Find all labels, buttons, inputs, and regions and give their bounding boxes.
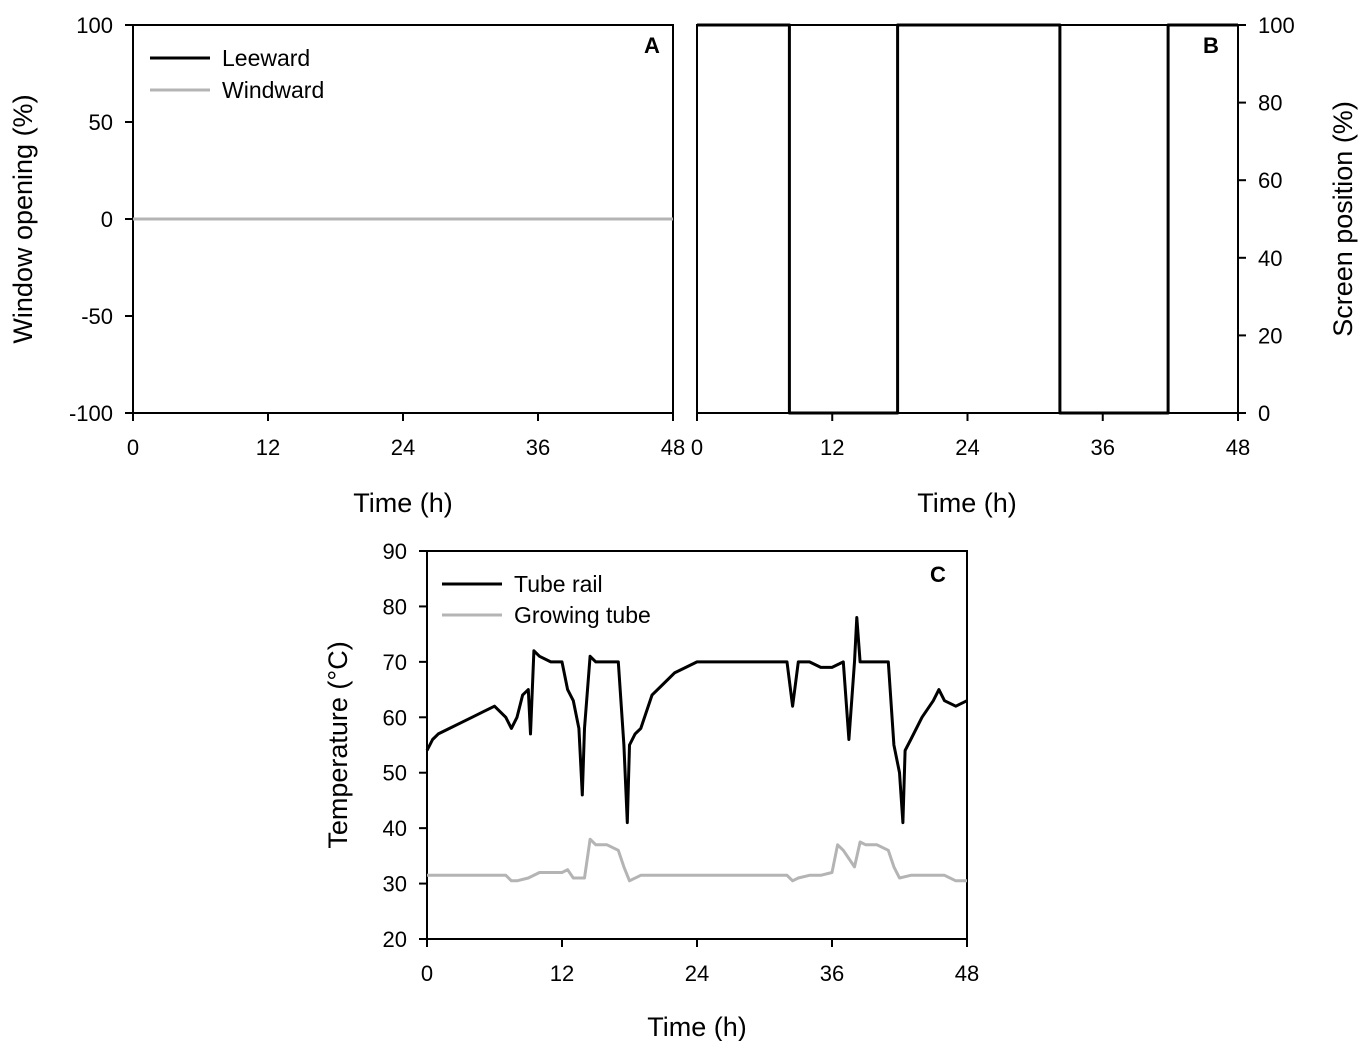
panel-a-label: A xyxy=(644,33,660,58)
y-tick-label: 40 xyxy=(383,816,407,841)
panel-c-x-axis-title: Time (h) xyxy=(647,1012,747,1041)
panel-c-series xyxy=(425,616,968,883)
series-line-tube-rail xyxy=(425,616,968,825)
x-tick-label: 24 xyxy=(391,435,415,460)
panel-c-y-axis-title: Temperature (°C) xyxy=(323,641,353,848)
y-tick-label: 90 xyxy=(383,539,407,564)
x-tick-label: 12 xyxy=(256,435,280,460)
panel-a-x-axis-title: Time (h) xyxy=(353,488,453,518)
panel-a-y-axis-title: Window opening (%) xyxy=(8,94,38,343)
y-tick-label: 50 xyxy=(89,110,113,135)
x-tick-label: 48 xyxy=(1226,435,1250,460)
x-tick-label: 24 xyxy=(685,961,709,986)
panel-b-plot-frame xyxy=(696,24,1239,414)
x-tick-label: 36 xyxy=(820,961,844,986)
panel-c-axes: 0 12 24 36 48 20 30 40 50 60 70 80 90 xyxy=(383,539,980,986)
x-tick-label: 0 xyxy=(421,961,433,986)
y-tick-label: -50 xyxy=(81,304,113,329)
y-tick-label: 20 xyxy=(383,927,407,952)
panel-a-legend: Leeward Windward xyxy=(150,45,324,103)
panel-c-legend: Tube rail Growing tube xyxy=(442,571,651,628)
panel-c-label: C xyxy=(930,562,946,587)
y-tick-label: 20 xyxy=(1258,323,1282,348)
panel-a-axes: 0 12 24 36 48 -100 -50 0 50 100 xyxy=(69,13,685,460)
legend-label-tube-rail: Tube rail xyxy=(514,571,603,597)
x-tick-label: 12 xyxy=(550,961,574,986)
y-tick-label: 100 xyxy=(76,13,113,38)
x-tick-label: 12 xyxy=(820,435,844,460)
y-tick-label: 0 xyxy=(1258,401,1270,426)
x-tick-label: 36 xyxy=(526,435,550,460)
y-tick-label: 70 xyxy=(383,650,407,675)
y-tick-label: -100 xyxy=(69,401,113,426)
x-tick-label: 0 xyxy=(691,435,703,460)
y-tick-label: 100 xyxy=(1258,13,1295,38)
y-tick-label: 80 xyxy=(1258,91,1282,116)
panel-a: A Time (h) Window opening (%) 0 12 24 36 48 -… xyxy=(8,13,685,518)
legend-label-leeward: Leeward xyxy=(222,45,310,71)
series-line-growing-tube xyxy=(427,837,967,883)
panel-c-plot-frame xyxy=(426,550,968,940)
y-tick-label: 60 xyxy=(1258,168,1282,193)
y-tick-label: 30 xyxy=(383,872,407,897)
x-tick-label: 36 xyxy=(1091,435,1115,460)
y-tick-label: 60 xyxy=(383,705,407,730)
series-line-series-1 xyxy=(697,23,1238,415)
y-tick-label: 40 xyxy=(1258,246,1282,271)
panel-b: B Time (h) Screen position (%) 0 12 24 36 48… xyxy=(691,13,1358,518)
x-tick-label: 48 xyxy=(955,961,979,986)
legend-label-windward: Windward xyxy=(222,77,324,103)
x-tick-label: 24 xyxy=(955,435,979,460)
x-tick-label: 48 xyxy=(661,435,685,460)
panel-b-series xyxy=(697,23,1238,415)
panel-b-x-axis-title: Time (h) xyxy=(917,488,1017,518)
x-tick-label: 0 xyxy=(127,435,139,460)
legend-label-growing-tube: Growing tube xyxy=(514,602,651,628)
panel-b-label: B xyxy=(1203,33,1219,58)
panel-b-axes: 0 12 24 36 48 0 20 40 60 80 100 xyxy=(691,13,1295,460)
y-tick-label: 80 xyxy=(383,594,407,619)
y-tick-label: 0 xyxy=(101,207,113,232)
panel-b-y-axis-title: Screen position (%) xyxy=(1328,101,1358,337)
panel-c: C Time (h) Temperature (°C) 0 12 24 36 48 20 3… xyxy=(323,539,979,1041)
y-tick-label: 50 xyxy=(383,761,407,786)
